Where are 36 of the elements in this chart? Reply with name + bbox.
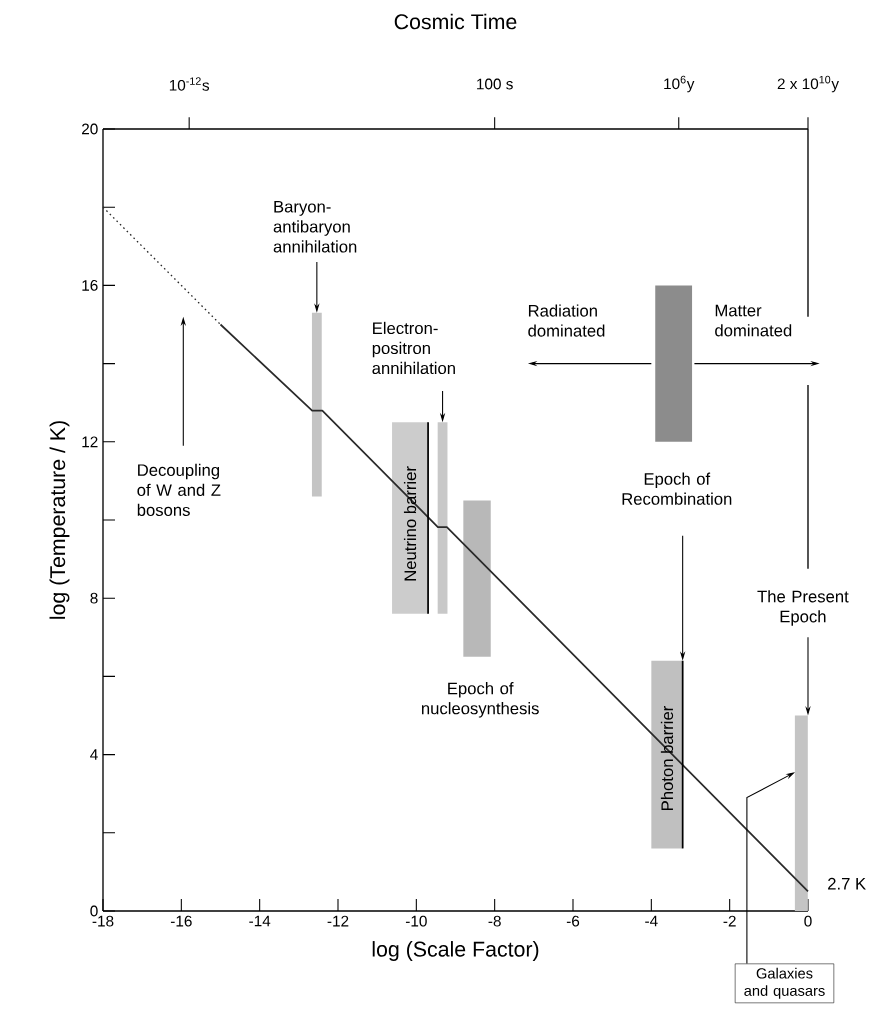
x-tick-label: -14 bbox=[249, 915, 271, 927]
y-tick-label: 16 bbox=[82, 279, 98, 291]
annotation: Radiation dominated bbox=[528, 304, 605, 337]
annotation: Photon barrier bbox=[660, 706, 674, 810]
x2-axis-title: Cosmic Time bbox=[394, 13, 517, 30]
x-axis-title: log (Scale Factor) bbox=[372, 941, 539, 961]
y-tick-label: 4 bbox=[90, 749, 98, 760]
y-tick-label: 0 bbox=[90, 905, 98, 917]
x-tick-label: -10 bbox=[405, 915, 427, 927]
annotation: Galaxies and quasars bbox=[744, 967, 825, 999]
x-tick-label: -2 bbox=[723, 915, 736, 927]
annotation: The Present Epoch bbox=[757, 590, 849, 626]
annotation: Matter dominated bbox=[715, 304, 792, 337]
text: 2 x 10$^{10}$y bbox=[777, 75, 839, 93]
y-axis-title: log (Temperature / K) bbox=[49, 421, 70, 619]
x-tick-label: -12 bbox=[327, 915, 349, 927]
annotation: Epoch of nucleosynthesis bbox=[421, 682, 539, 718]
x-tick-label: -8 bbox=[488, 915, 501, 927]
y-tick-label: 12 bbox=[82, 436, 98, 448]
x-tick-label: -6 bbox=[566, 915, 580, 927]
text: 10$^{6}$y bbox=[664, 75, 695, 93]
text: 100 s bbox=[477, 78, 513, 90]
annotation: Electron-positron annihilation bbox=[372, 321, 455, 375]
x-tick-label: -4 bbox=[645, 915, 658, 927]
y-tick-label: 8 bbox=[90, 592, 98, 604]
y-tick-label: 20 bbox=[82, 123, 98, 135]
text: 10$^{-12}$s bbox=[169, 77, 210, 91]
annotation: 2.7 K bbox=[828, 877, 866, 890]
bar bbox=[463, 500, 491, 657]
x-tick-label: -16 bbox=[170, 915, 192, 927]
annotation: Baryon-antibaryon annihilation bbox=[273, 200, 357, 253]
x-tick-label: 0 bbox=[804, 915, 812, 927]
annotation: Neutrino barrier bbox=[403, 466, 417, 581]
annotation: Decoupling of W and Z bosons bbox=[137, 463, 221, 517]
annotation: Epoch of Recombination bbox=[622, 472, 732, 505]
x-tick-label: -18 bbox=[92, 915, 114, 927]
